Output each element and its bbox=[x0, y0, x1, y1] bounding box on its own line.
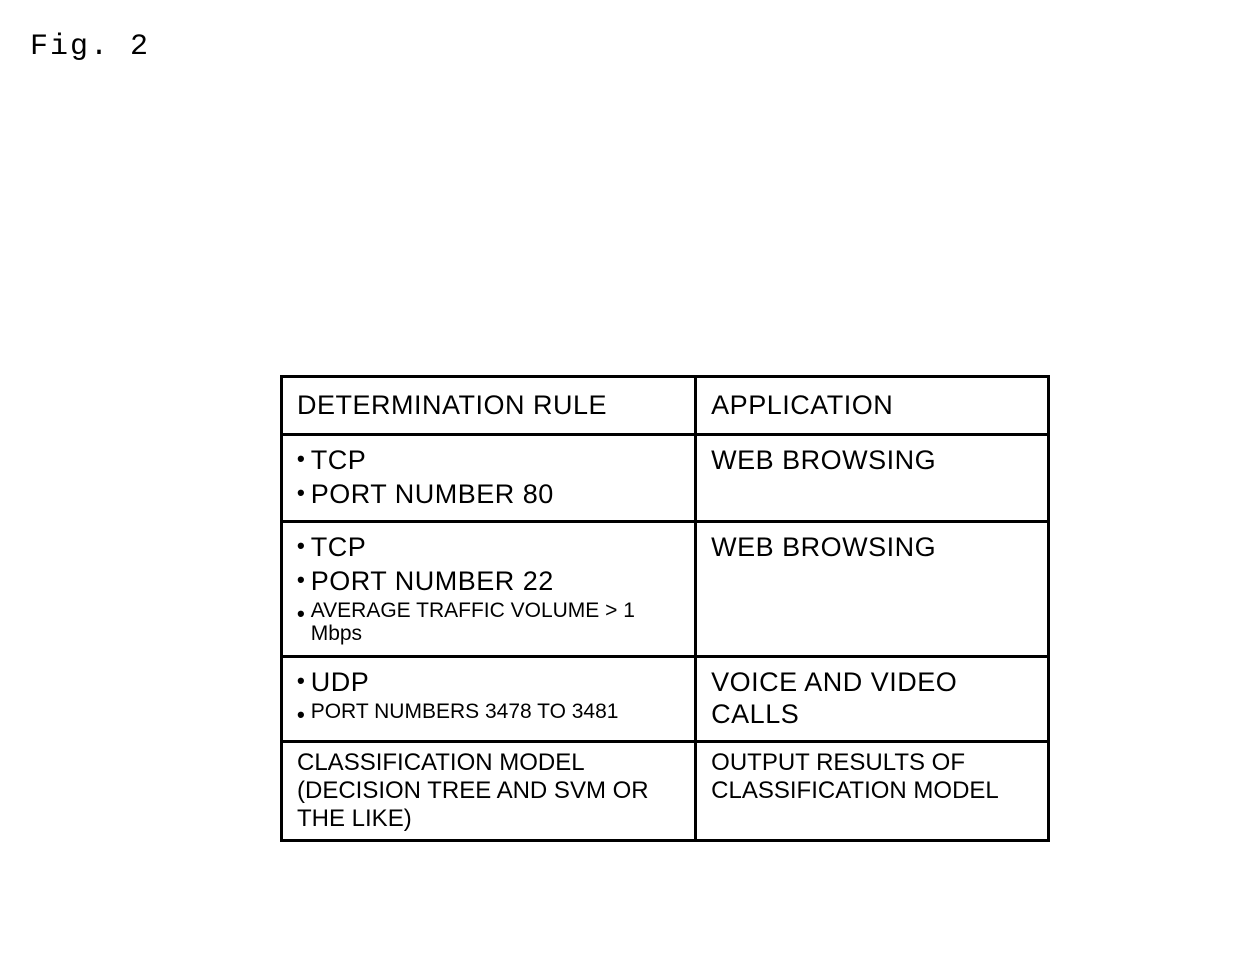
bullet-icon: • bbox=[297, 599, 305, 629]
header-application: APPLICATION bbox=[696, 377, 1049, 435]
table-row: • UDP • PORT NUMBERS 3478 TO 3481 VOICE … bbox=[282, 657, 1049, 742]
rule-text: PORT NUMBER 22 bbox=[311, 565, 554, 597]
table-row: • TCP • PORT NUMBER 22 • AVERAGE TRAFFIC… bbox=[282, 522, 1049, 657]
bullet-icon: • bbox=[297, 478, 305, 508]
application-cell: WEB BROWSING bbox=[696, 435, 1049, 522]
rule-cell: • UDP • PORT NUMBERS 3478 TO 3481 bbox=[282, 657, 696, 742]
rule-cell: CLASSIFICATION MODEL (DECISION TREE AND … bbox=[282, 742, 696, 841]
bullet-icon: • bbox=[297, 565, 305, 595]
table-header-row: DETERMINATION RULE APPLICATION bbox=[282, 377, 1049, 435]
bullet-icon: • bbox=[297, 444, 305, 474]
rule-text: UDP bbox=[311, 666, 370, 698]
application-cell: VOICE AND VIDEO CALLS bbox=[696, 657, 1049, 742]
bullet-icon: • bbox=[297, 666, 305, 696]
header-rule: DETERMINATION RULE bbox=[282, 377, 696, 435]
rule-item: • AVERAGE TRAFFIC VOLUME > 1 Mbps bbox=[297, 599, 680, 645]
rule-text: AVERAGE TRAFFIC VOLUME > 1 Mbps bbox=[311, 599, 680, 645]
bullet-icon: • bbox=[297, 531, 305, 561]
rules-table-container: DETERMINATION RULE APPLICATION • TCP • P… bbox=[280, 375, 1050, 842]
rule-item: • TCP bbox=[297, 444, 680, 476]
rule-item: • PORT NUMBER 80 bbox=[297, 478, 680, 510]
table-row: CLASSIFICATION MODEL (DECISION TREE AND … bbox=[282, 742, 1049, 841]
rule-cell: • TCP • PORT NUMBER 80 bbox=[282, 435, 696, 522]
rule-cell: • TCP • PORT NUMBER 22 • AVERAGE TRAFFIC… bbox=[282, 522, 696, 657]
rule-text: PORT NUMBERS 3478 TO 3481 bbox=[311, 700, 619, 723]
rule-item: • PORT NUMBER 22 bbox=[297, 565, 680, 597]
rule-text: TCP bbox=[311, 531, 367, 563]
table-row: • TCP • PORT NUMBER 80 WEB BROWSING bbox=[282, 435, 1049, 522]
rules-table: DETERMINATION RULE APPLICATION • TCP • P… bbox=[280, 375, 1050, 842]
rule-text: TCP bbox=[311, 444, 367, 476]
bullet-icon: • bbox=[297, 700, 305, 730]
figure-label: Fig. 2 bbox=[30, 30, 150, 64]
application-cell: WEB BROWSING bbox=[696, 522, 1049, 657]
rule-item: • PORT NUMBERS 3478 TO 3481 bbox=[297, 700, 680, 730]
rule-text: PORT NUMBER 80 bbox=[311, 478, 554, 510]
rule-item: • TCP bbox=[297, 531, 680, 563]
rule-item: • UDP bbox=[297, 666, 680, 698]
application-cell: OUTPUT RESULTS OF CLASSIFICATION MODEL bbox=[696, 742, 1049, 841]
